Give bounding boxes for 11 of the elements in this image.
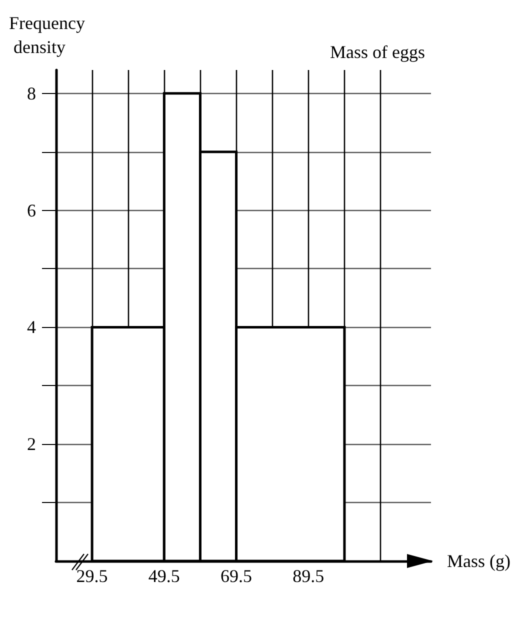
y-tick-label: 6 bbox=[27, 200, 36, 220]
x-axis-title: Mass (g) bbox=[447, 551, 510, 571]
y-axis-title: Frequency density bbox=[9, 13, 85, 57]
x-tick-label: 69.5 bbox=[220, 566, 252, 586]
x-tick-label: 89.5 bbox=[292, 566, 324, 586]
y-tick-label: 8 bbox=[27, 83, 36, 104]
y-tick-label: 2 bbox=[27, 434, 36, 454]
chart-title: Mass of eggs bbox=[330, 42, 426, 62]
x-tick-label: 29.5 bbox=[76, 566, 108, 586]
y-tick-label: 4 bbox=[27, 317, 36, 338]
x-tick-label: 49.5 bbox=[148, 566, 180, 586]
